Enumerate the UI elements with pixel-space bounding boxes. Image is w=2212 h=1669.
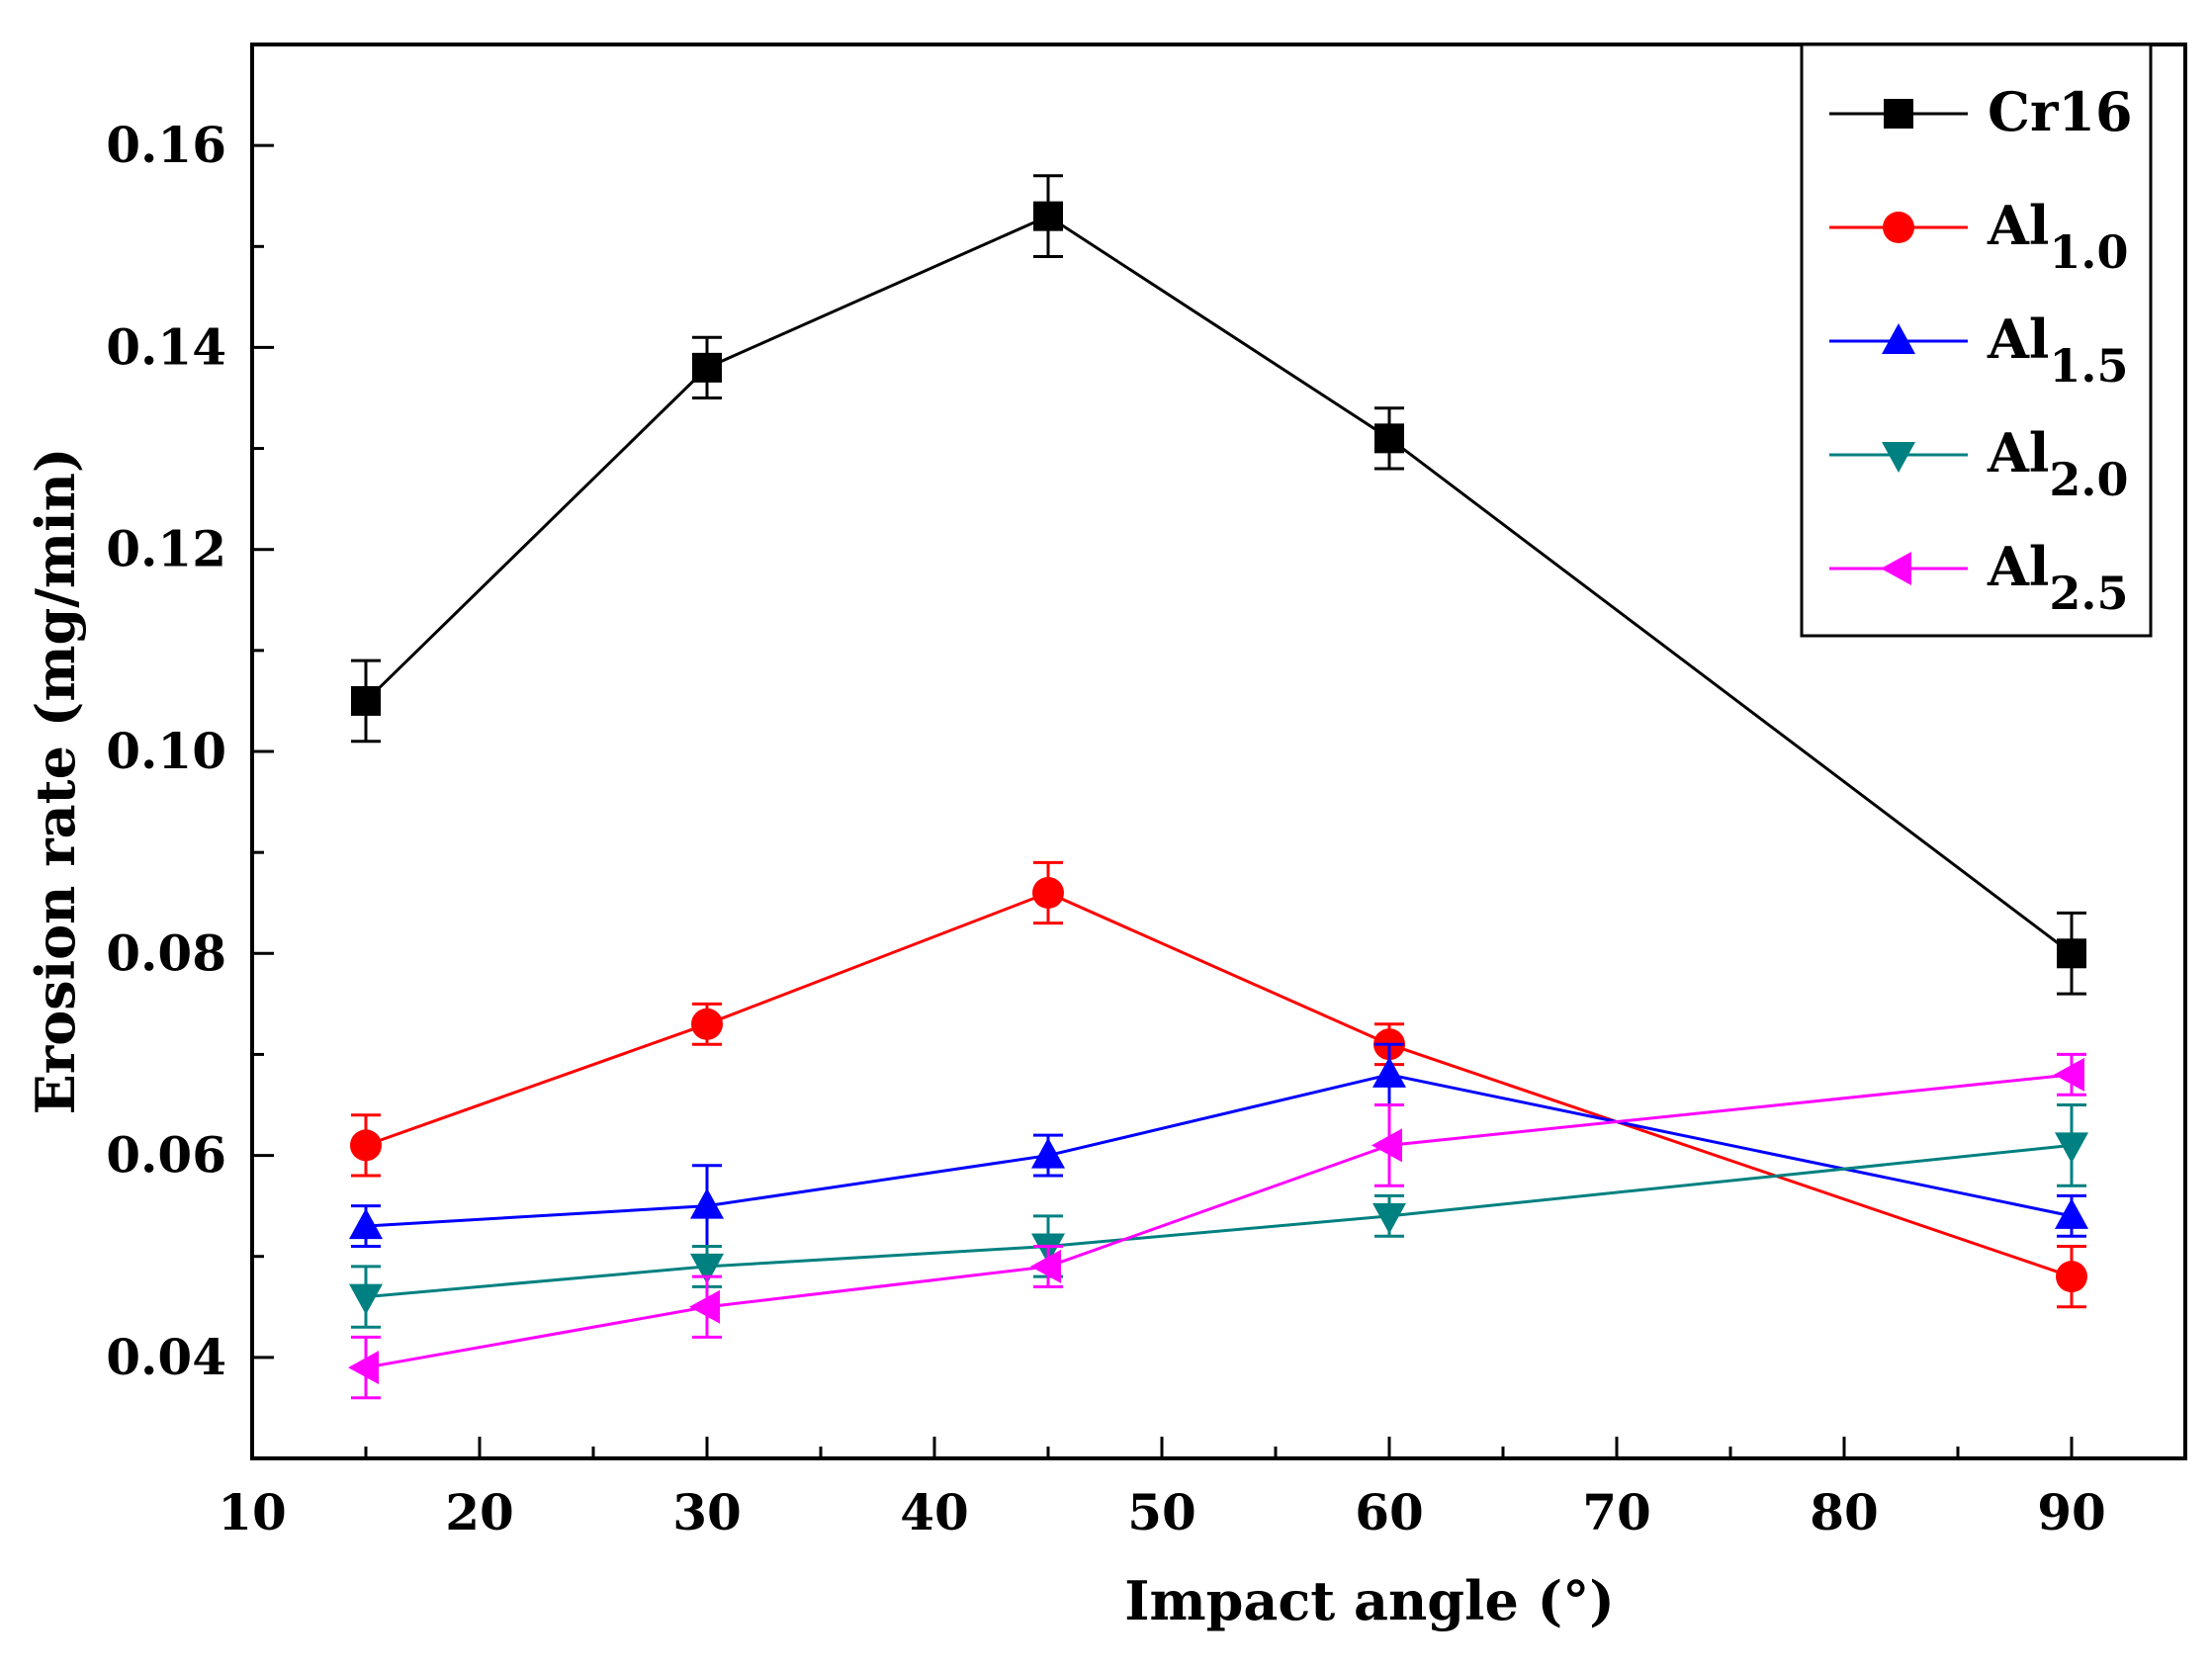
legend-label-al2-5: Al2.5 xyxy=(1987,535,2128,620)
data-point xyxy=(1372,1056,1406,1088)
data-point xyxy=(690,1253,724,1284)
legend-marker-al1-5 xyxy=(1882,323,1915,354)
x-tick-label: 50 xyxy=(1127,1483,1196,1541)
data-point xyxy=(349,1208,383,1240)
x-tick-label: 70 xyxy=(1582,1483,1651,1541)
x-tick-label: 20 xyxy=(445,1483,514,1541)
data-point xyxy=(350,1129,382,1162)
x-tick-label: 40 xyxy=(900,1483,969,1541)
data-point xyxy=(1031,1137,1065,1169)
legend-label-subscript: 2.0 xyxy=(2049,453,2128,506)
y-tick-label: 0.04 xyxy=(106,1328,226,1386)
data-point xyxy=(2055,1197,2088,1229)
data-point xyxy=(690,1187,724,1219)
y-tick-label: 0.10 xyxy=(106,722,226,780)
legend-marker-al2-5 xyxy=(1881,552,1911,585)
x-axis-title: Impact angle (°) xyxy=(1124,1569,1615,1632)
legend-label-main: Cr16 xyxy=(1988,80,2133,143)
data-point xyxy=(2054,1057,2084,1092)
legend-label-main: Al xyxy=(1987,307,2049,371)
data-point xyxy=(689,1289,720,1324)
y-tick-label: 0.16 xyxy=(106,116,226,174)
data-point xyxy=(349,1283,383,1315)
y-tick-label: 0.14 xyxy=(106,317,226,376)
x-tick-label: 90 xyxy=(2037,1483,2106,1541)
data-point xyxy=(1371,1128,1402,1163)
y-axis-title: Erosion rate (mg/min) xyxy=(24,448,87,1115)
legend-label-subscript: 1.5 xyxy=(2049,339,2128,393)
legend-marker-cr16 xyxy=(1884,99,1913,129)
legend-label-cr16: Cr16 xyxy=(1988,80,2133,143)
x-tick-label: 80 xyxy=(1810,1483,1879,1541)
data-point xyxy=(1374,423,1404,454)
series-al2-5 xyxy=(348,1052,2086,1400)
y-tick-label: 0.12 xyxy=(106,520,226,578)
data-point xyxy=(2055,1132,2088,1164)
legend-label-subscript: 1.0 xyxy=(2049,225,2128,279)
data-point xyxy=(2057,938,2086,969)
legend-label-subscript: 2.5 xyxy=(2049,567,2128,620)
x-tick-label: 10 xyxy=(218,1483,287,1541)
series-cr16 xyxy=(351,174,2086,996)
legend-label-al2-0: Al2.0 xyxy=(1987,421,2128,506)
legend-label-al1-5: Al1.5 xyxy=(1987,307,2128,393)
legend-label-main: Al xyxy=(1987,535,2049,598)
data-point xyxy=(2056,1261,2087,1293)
data-point xyxy=(348,1351,379,1385)
data-point xyxy=(692,352,722,383)
series-layer xyxy=(348,174,2088,1400)
data-point xyxy=(1030,1249,1061,1283)
data-point xyxy=(351,685,381,716)
data-point xyxy=(1372,1202,1406,1234)
y-tick-label: 0.06 xyxy=(106,1126,226,1185)
legend-marker-al2-0 xyxy=(1882,442,1915,473)
x-tick-label: 60 xyxy=(1355,1483,1424,1541)
legend-label-main: Al xyxy=(1987,421,2049,484)
y-tick-label: 0.08 xyxy=(106,923,226,982)
legend-label-al1-0: Al1.0 xyxy=(1987,194,2128,279)
data-point xyxy=(691,1008,723,1040)
data-point xyxy=(1032,877,1064,909)
x-tick-label: 30 xyxy=(672,1483,742,1541)
data-point xyxy=(1033,201,1063,231)
legend-marker-al1-0 xyxy=(1883,212,1914,243)
legend-label-main: Al xyxy=(1987,194,2049,257)
axes: 10 20 30 40 50 60 70 80 90 0.04 0.06 0.08 0.10 0.12 0.… xyxy=(106,43,2187,1541)
